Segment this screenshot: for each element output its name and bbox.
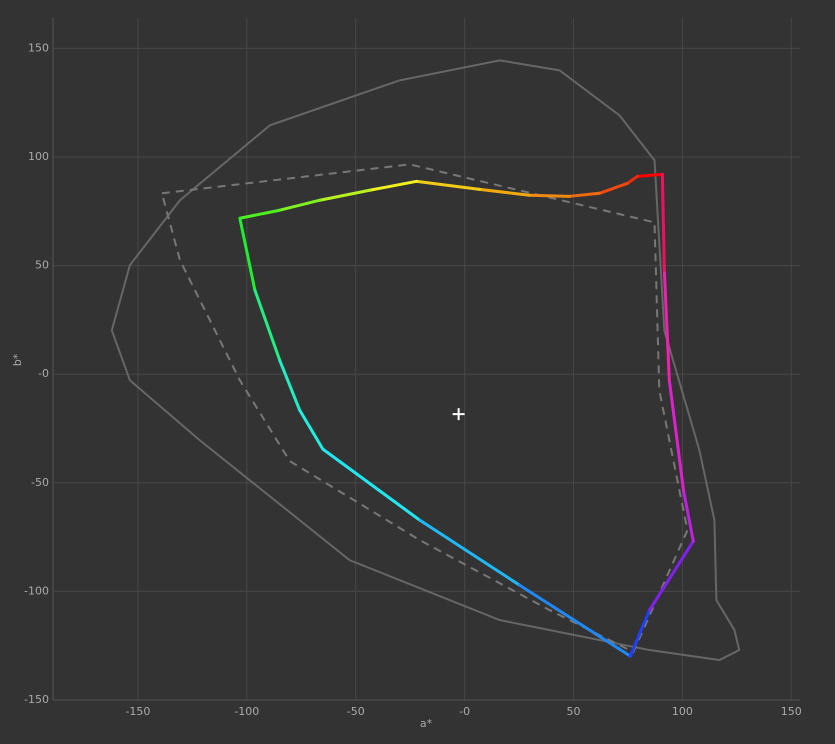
y-tick-label: -150: [24, 693, 49, 706]
gamut-segment: [278, 198, 322, 212]
x-tick-label: 150: [781, 705, 802, 718]
y-tick-label: -0: [38, 367, 49, 380]
gamut-segment: [415, 179, 482, 191]
y-tick-label: 50: [35, 259, 49, 272]
gamut-segment: [660, 172, 666, 272]
y-tick-label: 100: [28, 150, 49, 163]
gamut-segment: [528, 193, 572, 198]
gamut-segment: [298, 408, 325, 451]
x-tick-label: 100: [672, 705, 693, 718]
x-tick-label: -0: [459, 705, 470, 718]
gamut-segment: [681, 488, 695, 543]
gamut-segment: [418, 518, 521, 587]
x-tick-label: -100: [234, 705, 259, 718]
gamut-segment: [517, 583, 632, 658]
gamut-segment: [238, 208, 282, 220]
gamut-segment: [667, 378, 685, 492]
x-tick-label: 50: [567, 705, 581, 718]
gamut-segment: [278, 358, 302, 412]
gamut-segment: [568, 191, 601, 198]
gamut-segment: [648, 539, 695, 612]
gamut-line: [110, 59, 741, 662]
gamut-segment: [597, 181, 630, 195]
gamut-segment: [628, 608, 652, 658]
x-tick-label: -50: [347, 705, 365, 718]
gamut-segment: [318, 188, 372, 202]
white-point: [452, 408, 465, 421]
x-tick-label: -150: [125, 705, 150, 718]
y-tick-label: 150: [28, 41, 49, 54]
gamut-segment: [368, 179, 419, 192]
y-tick-label: -50: [31, 476, 49, 489]
gamut-segment: [626, 174, 640, 185]
gamut-segment: [253, 288, 282, 362]
gamut-segment: [478, 187, 532, 197]
gamut-segment: [636, 172, 664, 178]
y-axis-label: b*: [11, 353, 24, 366]
y-tick-label: -100: [24, 584, 49, 597]
gamut-segment: [662, 268, 671, 382]
x-axis-label: a*: [420, 717, 433, 730]
gamut-segment: [238, 216, 257, 292]
gamut-segment: [321, 447, 422, 522]
